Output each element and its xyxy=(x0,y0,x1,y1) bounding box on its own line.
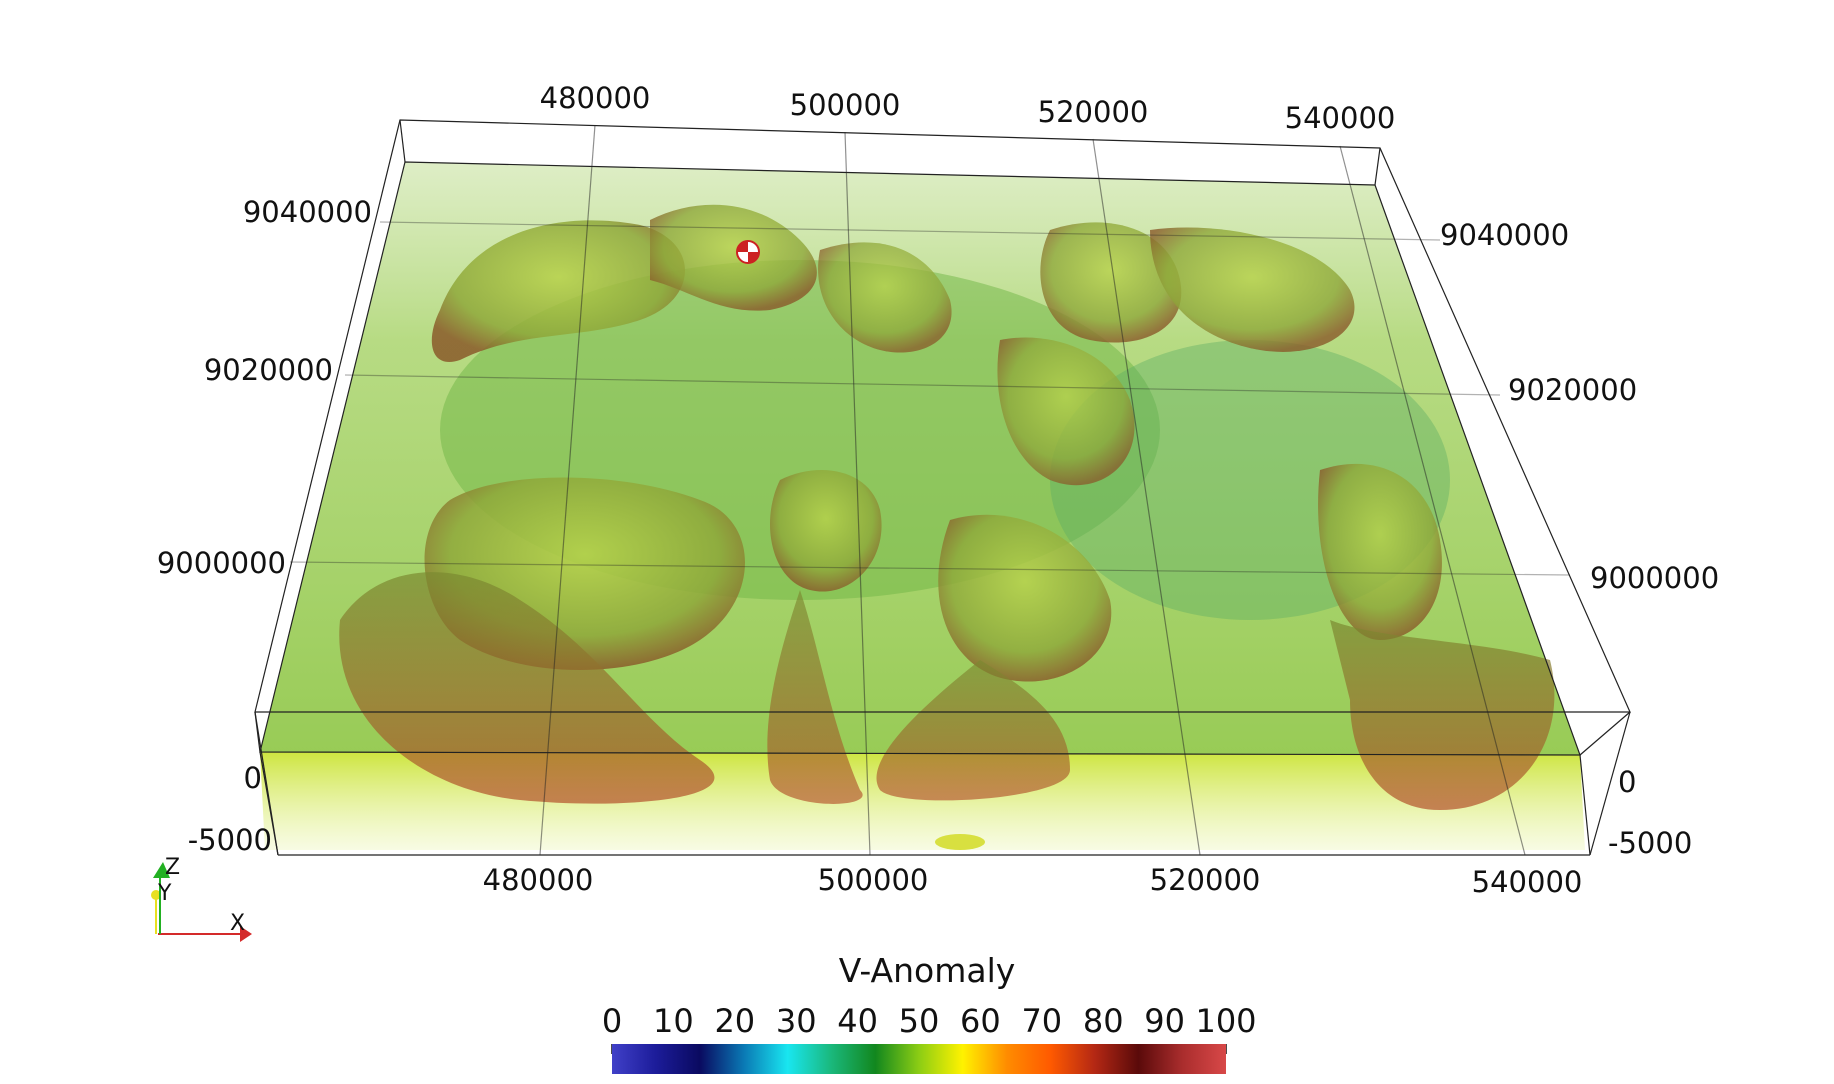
y-right-tick-labels: 9040000 9020000 9000000 xyxy=(1440,218,1719,595)
y-left-tick: 9040000 xyxy=(243,195,372,229)
colorbar-tick-label: 90 xyxy=(1144,1002,1185,1040)
colorbar-tick-label: 0 xyxy=(602,1002,622,1040)
colorbar-tick-label: 70 xyxy=(1021,1002,1062,1040)
z-left-tick: 0 xyxy=(244,761,262,795)
colorbar-tick-label: 100 xyxy=(1195,1002,1256,1040)
colorbar-tick-label: 60 xyxy=(960,1002,1001,1040)
colorbar-tick-label: 80 xyxy=(1083,1002,1124,1040)
colorbar-tick-labels: 0 10 20 30 40 50 60 70 80 90 100 xyxy=(602,1002,1257,1054)
x-top-tick: 500000 xyxy=(790,88,901,122)
colorbar-tick-label: 20 xyxy=(714,1002,755,1040)
orientation-axes-widget[interactable]: X Y Z xyxy=(151,855,252,942)
anomaly-surfaces xyxy=(339,204,1555,850)
z-right-tick-labels: 0 -5000 xyxy=(1608,765,1692,860)
x-bottom-tick: 540000 xyxy=(1472,865,1583,899)
x-bottom-tick-labels: 480000 500000 520000 540000 xyxy=(483,863,1583,899)
y-right-tick: 9020000 xyxy=(1508,373,1637,407)
y-axis-arrow-head xyxy=(151,890,161,900)
x-top-tick-labels: 480000 500000 520000 540000 xyxy=(540,81,1396,135)
colorbar-tick-label: 50 xyxy=(899,1002,940,1040)
x-bottom-tick: 480000 xyxy=(483,863,594,897)
colorbar-legend: V-Anomaly 0 10 20 30 40 50 60 70 80 90 100 xyxy=(602,951,1257,1074)
colorbar-tick-label: 30 xyxy=(776,1002,817,1040)
z-right-tick: -5000 xyxy=(1608,826,1692,860)
z-left-tick-labels: 0 -5000 xyxy=(188,761,272,857)
colorbar-title: V-Anomaly xyxy=(839,951,1016,990)
y-left-tick: 9000000 xyxy=(157,546,286,580)
x-axis-arrow-head xyxy=(240,926,252,942)
colorbar-bar xyxy=(612,1044,1226,1074)
colorbar-tick-label: 40 xyxy=(837,1002,878,1040)
y-right-tick: 9000000 xyxy=(1590,561,1719,595)
z-right-tick: 0 xyxy=(1618,765,1636,799)
x-top-tick: 540000 xyxy=(1285,101,1396,135)
bounding-box xyxy=(254,119,1631,856)
sphere-marker-icon[interactable] xyxy=(736,240,760,264)
x-top-tick: 480000 xyxy=(540,81,651,115)
colorbar-tick-label: 10 xyxy=(653,1002,694,1040)
x-axis-label: X xyxy=(230,911,245,936)
y-left-tick-labels: 9040000 9020000 9000000 xyxy=(157,195,372,580)
z-left-tick: -5000 xyxy=(188,823,272,857)
volume-render xyxy=(260,162,1585,850)
y-right-tick: 9040000 xyxy=(1440,218,1569,252)
x-bottom-tick: 520000 xyxy=(1150,863,1261,897)
y-axis-label: Y xyxy=(157,881,172,906)
z-axis-arrow-head xyxy=(153,862,170,878)
y-left-tick: 9020000 xyxy=(204,353,333,387)
x-bottom-tick: 500000 xyxy=(818,863,929,897)
x-top-tick: 520000 xyxy=(1038,95,1149,129)
z-axis-label: Z xyxy=(165,855,180,880)
